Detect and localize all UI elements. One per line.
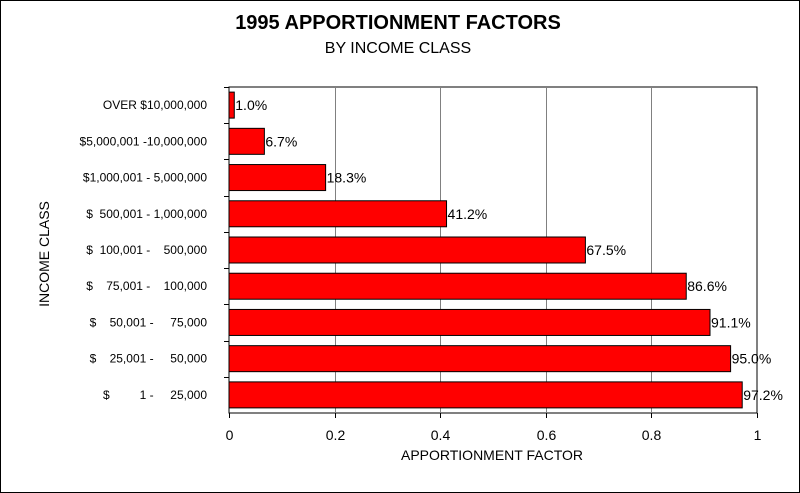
data-label: 95.0% — [732, 351, 772, 367]
x-tick-label: 0.6 — [537, 427, 557, 443]
x-tick-label: 1 — [754, 427, 762, 443]
bar — [228, 381, 743, 409]
data-label: 41.2% — [448, 206, 488, 222]
bar — [228, 127, 265, 155]
data-label: 86.6% — [687, 278, 727, 294]
bar — [228, 200, 448, 228]
category-label: $ 500,001 - 1,000,000 — [86, 207, 207, 221]
bar — [228, 91, 235, 119]
category-label: $ 100,001 - 500,000 — [86, 243, 207, 257]
data-label: 1.0% — [235, 97, 267, 113]
bar — [228, 308, 711, 336]
data-label: 6.7% — [265, 133, 297, 149]
bar — [228, 345, 732, 373]
chart-subtitle: BY INCOME CLASS — [325, 40, 471, 57]
x-tick-label: 0.2 — [326, 427, 346, 443]
bar — [228, 236, 586, 264]
bar — [228, 164, 327, 192]
bar — [228, 272, 687, 300]
x-axis-label: APPORTIONMENT FACTOR — [401, 447, 583, 463]
x-tick-label: 0.8 — [642, 427, 662, 443]
data-label: 18.3% — [327, 170, 367, 186]
y-axis-label: INCOME CLASS — [36, 201, 52, 307]
category-label: $ 25,001 - 50,000 — [90, 352, 208, 366]
plot-area: 0 0.2 0.4 0.6 0.8 1 1.0% OVER $10,000,000 6.7% $5… — [80, 86, 783, 443]
category-label: OVER $10,000,000 — [103, 98, 207, 112]
x-tick-label: 0 — [226, 427, 234, 443]
data-label: 97.2% — [743, 387, 783, 403]
chart-title: 1995 APPORTIONMENT FACTORS — [235, 12, 561, 34]
data-label: 67.5% — [586, 242, 626, 258]
x-tick-label: 0.4 — [431, 427, 451, 443]
category-label: $ 1 - 25,000 — [103, 388, 207, 402]
category-label: $5,000,001 -10,000,000 — [80, 134, 208, 148]
category-label: $ 75,001 - 100,000 — [86, 279, 207, 293]
category-label: $1,000,001 - 5,000,000 — [83, 171, 207, 185]
data-label: 91.1% — [711, 314, 751, 330]
category-label: $ 50,001 - 75,000 — [90, 315, 208, 329]
